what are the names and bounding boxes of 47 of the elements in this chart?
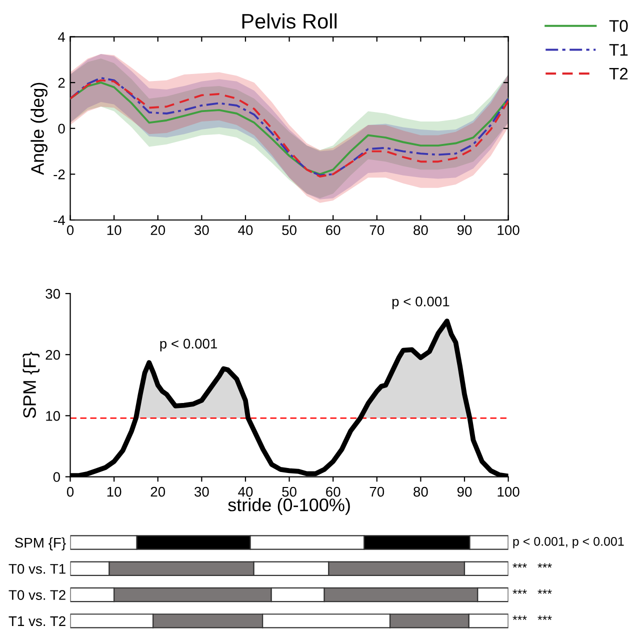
x-tick-label: 100 <box>498 486 520 497</box>
y-tick-label: -4 <box>54 215 65 226</box>
text: *** *** <box>512 616 552 620</box>
x-tick-label: 80 <box>414 486 428 497</box>
y-tick-label: SPM {F} <box>15 537 66 550</box>
x-tick-label: 70 <box>370 486 384 497</box>
x-tick-label: 30 <box>194 486 209 497</box>
x-tick-label: 20 <box>150 225 166 236</box>
y-tick-label: 30 <box>46 288 60 299</box>
x-tick-label: 50 <box>282 225 296 236</box>
x-tick-label: 90 <box>457 225 472 236</box>
text: *** *** <box>512 589 552 594</box>
annotation: p < 0.001 <box>392 296 450 310</box>
x-tick-label: 10 <box>107 225 122 236</box>
y-tick-label: T1 vs. T2 <box>8 616 66 626</box>
y-tick-label: T0 vs. T2 <box>8 590 66 600</box>
x-tick-label: 0 <box>66 486 74 497</box>
y-tick-label: 2 <box>58 78 65 88</box>
x-tick-label: 20 <box>150 486 166 497</box>
text: p < 0.001, p < 0.001 <box>513 536 624 548</box>
x-tick-label: 40 <box>238 225 253 236</box>
y-axis-title: Angle (deg) <box>30 82 48 176</box>
x-tick-label: 30 <box>194 225 209 236</box>
y-tick-label: 0 <box>58 124 65 134</box>
legend-label: T1 <box>609 44 628 56</box>
x-tick-label: 90 <box>457 486 472 497</box>
x-tick-label: 40 <box>238 486 253 497</box>
text: *** *** <box>512 563 552 568</box>
x-tick-label: 70 <box>370 225 384 236</box>
y-tick-label: -2 <box>54 170 65 180</box>
chart-title: Pelvis Roll <box>242 13 337 29</box>
x-tick-label: 60 <box>326 486 340 497</box>
x-tick-label: 0 <box>66 225 74 236</box>
annotation: p < 0.001 <box>160 338 218 352</box>
x-tick-label: 80 <box>414 225 428 236</box>
legend-label: T0 <box>609 20 628 32</box>
legend-label: T2 <box>609 68 628 80</box>
y-tick-label: 0 <box>53 472 60 482</box>
x-tick-label: 50 <box>282 486 296 497</box>
y-tick-label: 4 <box>58 32 65 42</box>
x-tick-label: 60 <box>326 225 340 236</box>
y-tick-label: 10 <box>46 411 60 421</box>
x-tick-label: 10 <box>107 486 122 497</box>
y-tick-label: T0 vs. T1 <box>8 564 66 574</box>
x-tick-label: 100 <box>498 225 520 236</box>
x-axis-title: stride (0-100%) <box>228 498 350 515</box>
y-tick-label: 20 <box>46 350 60 360</box>
